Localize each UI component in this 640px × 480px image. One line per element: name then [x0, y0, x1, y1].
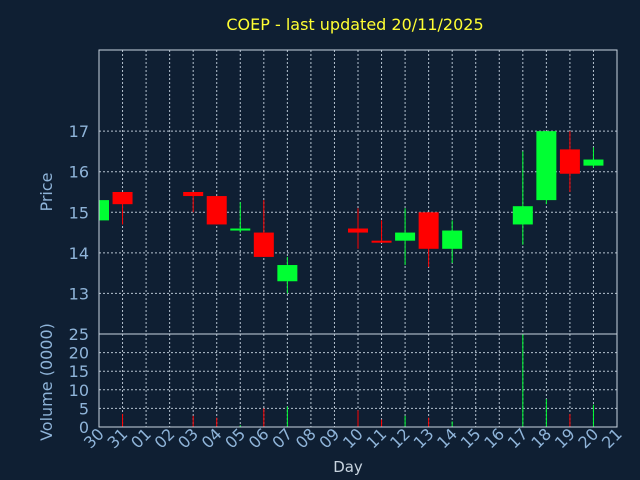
volume-tick-label: 10: [69, 381, 89, 400]
candle-body: [253, 232, 274, 257]
x-tick-label: 21: [598, 424, 626, 452]
volume-axis-label: Volume (0000): [37, 323, 56, 441]
volume-tick-label: 20: [69, 344, 89, 363]
candle-body: [206, 196, 227, 225]
candle-body: [371, 240, 392, 243]
candle-body: [277, 265, 298, 282]
candle-body: [418, 212, 439, 249]
candle-body: [230, 228, 251, 231]
price-tick-label: 16: [69, 163, 89, 182]
volume-tick-label: 25: [69, 325, 89, 344]
candle-body: [512, 206, 533, 225]
candle-body: [183, 192, 204, 197]
price-tick-label: 13: [69, 284, 89, 303]
volume-tick-label: 5: [79, 399, 89, 418]
price-tick-label: 15: [69, 203, 89, 222]
candle-body: [348, 228, 368, 233]
candle-body: [99, 200, 109, 221]
price-tick-label: 17: [69, 122, 89, 141]
volume-tick-label: 0: [79, 418, 89, 437]
chart-title: COEP - last updated 20/11/2025: [226, 15, 483, 34]
candle-body: [442, 230, 463, 249]
candle-body: [559, 149, 580, 174]
volume-tick-label: 15: [69, 362, 89, 381]
candle-body: [112, 192, 133, 205]
volume-panel-frame: [98, 333, 618, 428]
x-tick-labels: 3031010203040506070809101112131415161718…: [80, 424, 626, 452]
volume-bars: [98, 334, 594, 427]
candles: [98, 131, 604, 294]
candle-body: [536, 131, 557, 201]
candle-body: [395, 232, 416, 241]
price-tick-label: 14: [69, 244, 89, 263]
price-tick-labels: 13 14 15 16 17: [69, 122, 89, 303]
x-axis-label: Day: [333, 458, 363, 476]
price-axis-label: Price: [37, 172, 56, 211]
candle-body: [583, 159, 604, 166]
